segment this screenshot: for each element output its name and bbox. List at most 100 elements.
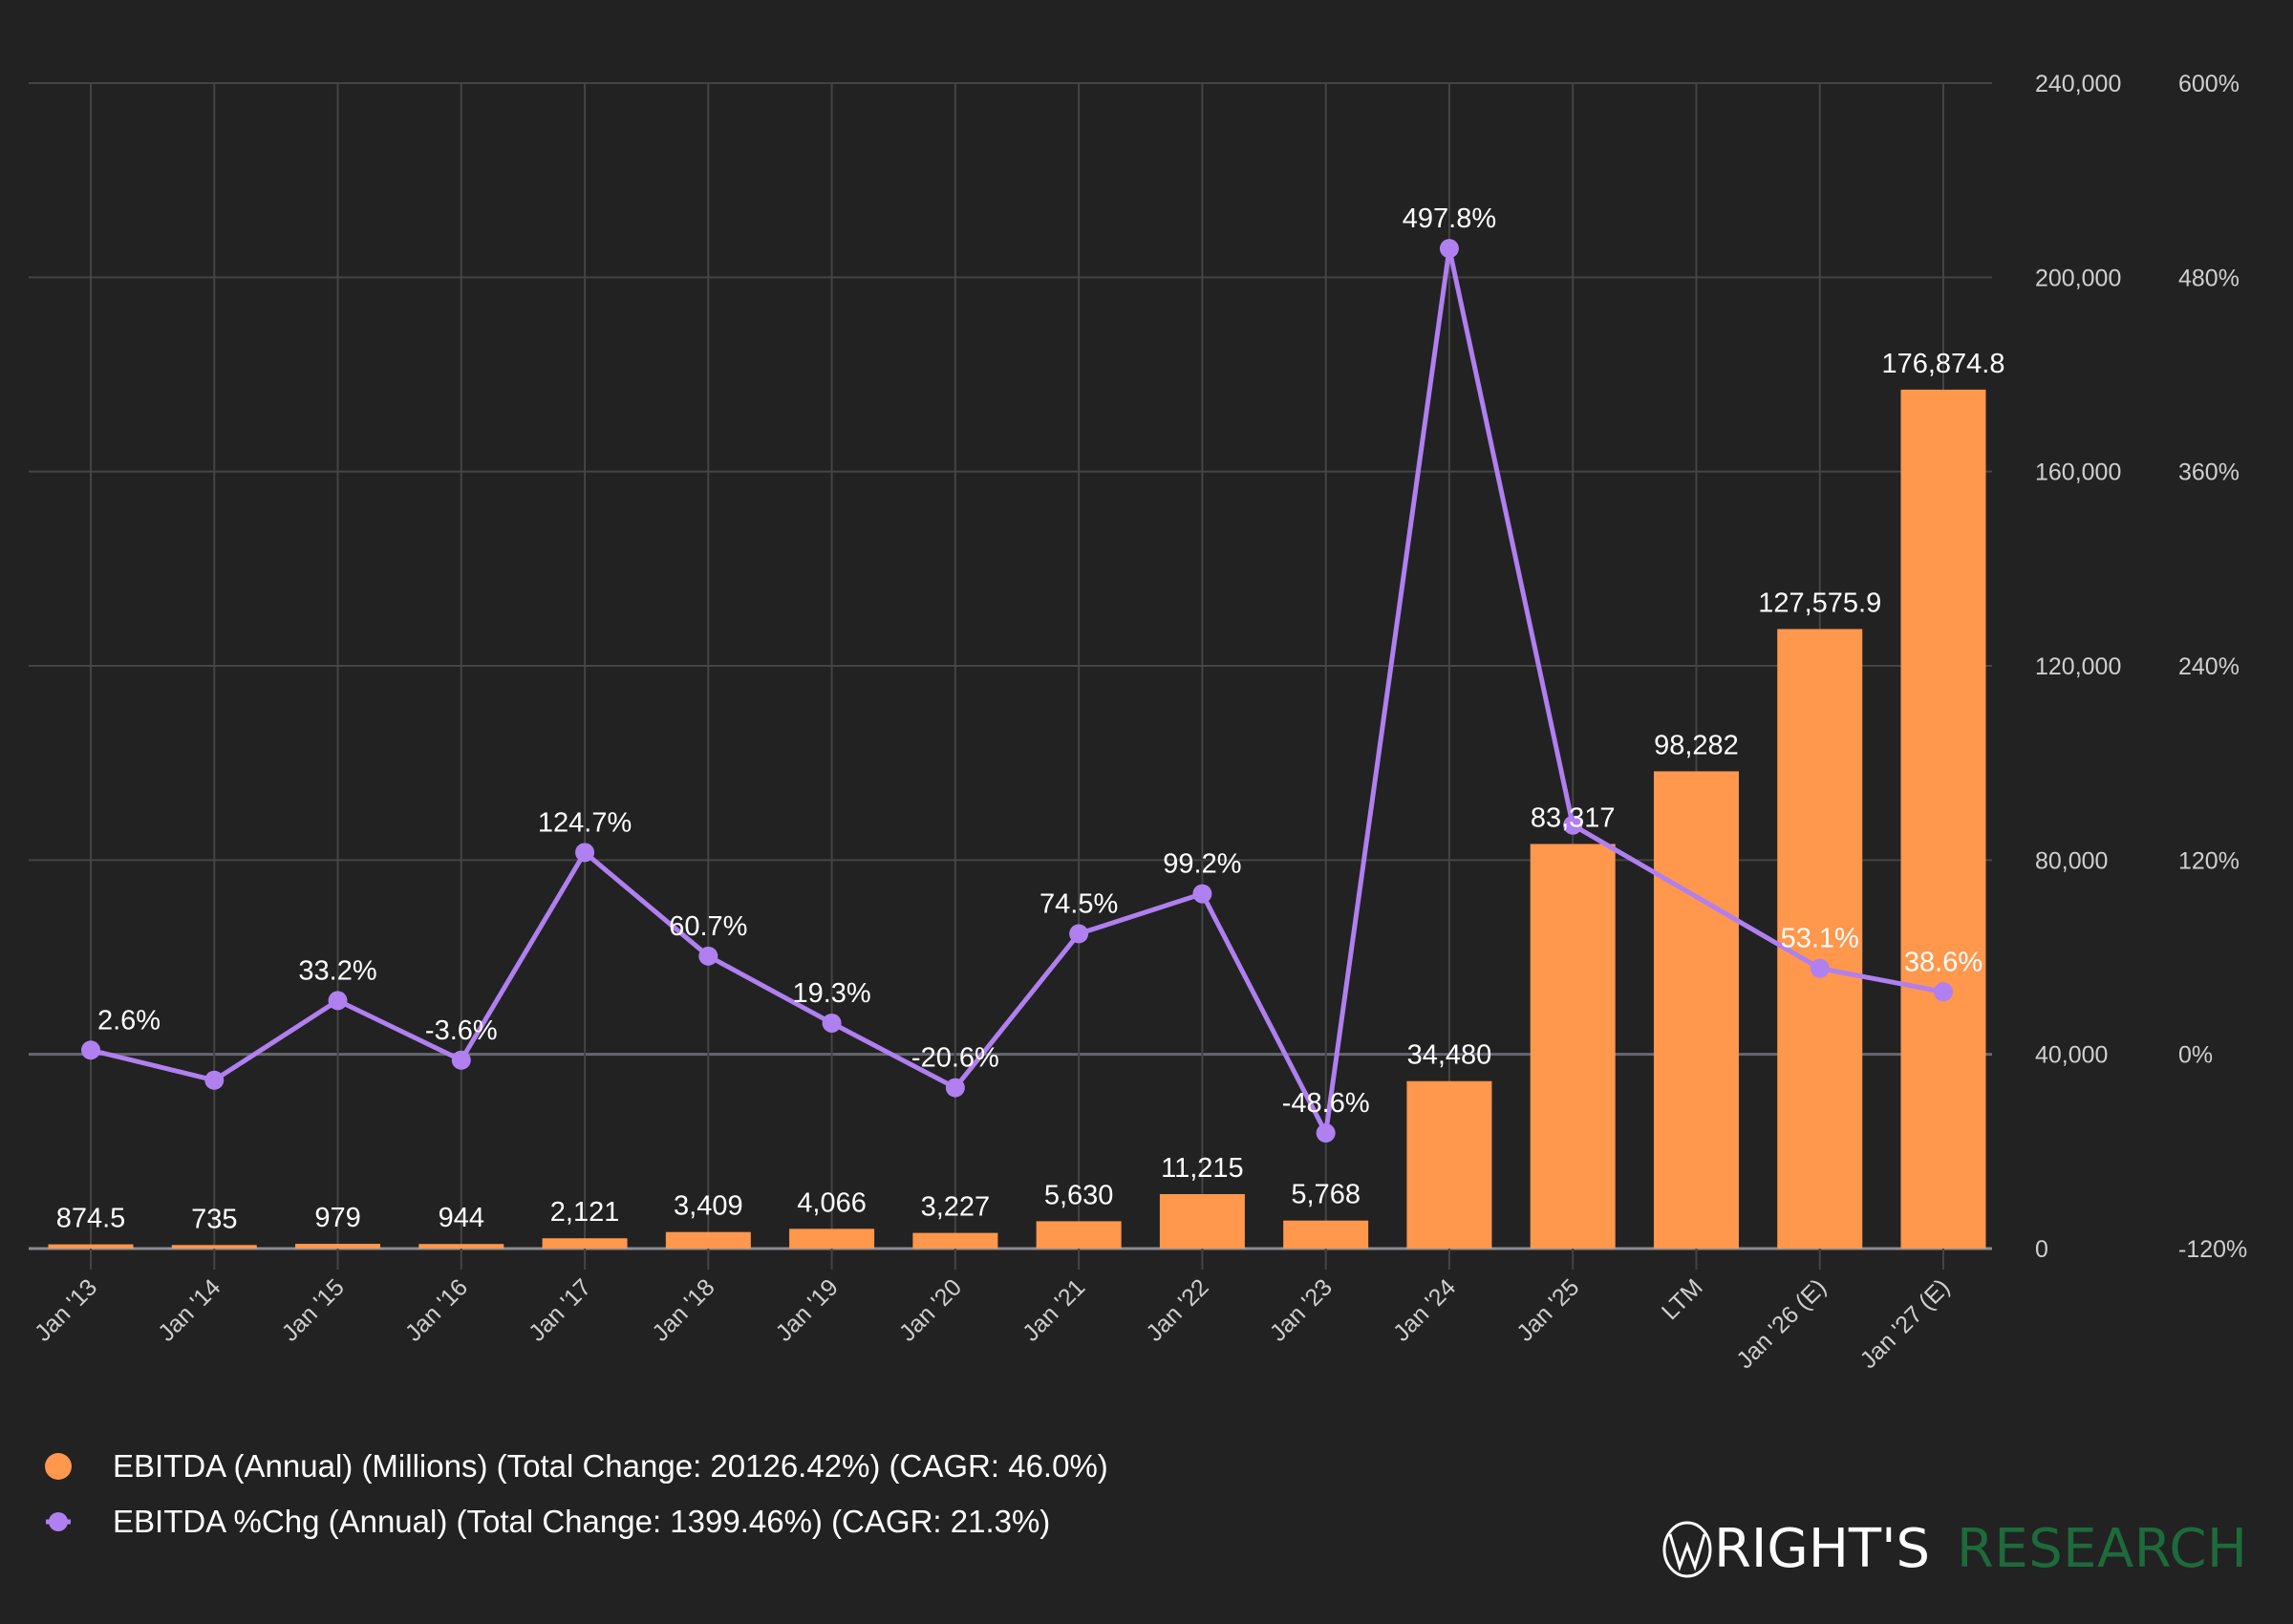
line-point	[81, 1040, 100, 1060]
bar	[1900, 389, 1986, 1249]
x-axis-tick-label: Jan '18	[647, 1273, 719, 1346]
left-axis-tick-label: 40,000	[2035, 1042, 2108, 1069]
bar	[295, 1244, 381, 1249]
x-axis-tick-label: Jan '19	[771, 1273, 844, 1346]
bar	[1283, 1220, 1369, 1249]
line-value-label: 19.3%	[792, 978, 870, 1009]
left-axis-tick-label: 120,000	[2035, 653, 2121, 680]
line-value-label: 60.7%	[669, 911, 747, 942]
wrights-research-logo: RIGHT'S RESEARCH	[1662, 1518, 2247, 1580]
legend-marker-dot-icon	[49, 1512, 68, 1531]
legend: EBITDA (Annual) (Millions) (Total Change…	[45, 1448, 1108, 1539]
line-value-label: 38.6%	[1904, 947, 1982, 977]
line-point	[1810, 958, 1830, 978]
x-axis-tick-label: Jan '15	[277, 1273, 350, 1346]
bar-value-label: 874.5	[56, 1204, 126, 1234]
left-axis-tick-label: 0	[2035, 1236, 2048, 1263]
bar	[542, 1238, 628, 1249]
x-axis-tick-label: Jan '24	[1388, 1273, 1461, 1346]
bar-value-label: 5,768	[1291, 1180, 1361, 1210]
line-point	[204, 1070, 225, 1090]
line-point	[1192, 884, 1212, 904]
bar-value-label: 34,480	[1407, 1040, 1492, 1071]
left-axis-tick-label: 240,000	[2035, 71, 2121, 97]
bar-value-label: 2,121	[550, 1197, 620, 1228]
right-axis-tick-label: 480%	[2178, 265, 2239, 291]
line-series	[81, 239, 1953, 1143]
bar-value-label: 176,874.8	[1881, 349, 2004, 379]
line-value-label: 2.6%	[97, 1005, 161, 1036]
x-axis-tick-label: Jan '25	[1511, 1273, 1584, 1346]
bar-value-label: 5,630	[1044, 1180, 1114, 1210]
logo-text-research: RESEARCH	[1957, 1518, 2247, 1580]
bar	[1777, 629, 1863, 1249]
logo-w-icon	[1662, 1521, 1712, 1578]
legend-item-ebitda[interactable]: EBITDA (Annual) (Millions) (Total Change…	[45, 1448, 1108, 1484]
line-point	[1069, 924, 1089, 944]
legend-label-ebitda: EBITDA (Annual) (Millions) (Total Change…	[113, 1448, 1108, 1484]
bar	[48, 1244, 134, 1249]
legend-marker-bar-icon	[45, 1453, 72, 1480]
right-axis-tick-label: 120%	[2178, 847, 2239, 874]
line-point	[1563, 815, 1583, 835]
bar-value-label: 735	[191, 1204, 237, 1234]
line-point	[1934, 982, 1953, 1002]
bar	[1653, 771, 1739, 1249]
left-axis-tick-label: 200,000	[2035, 265, 2121, 291]
bar-value-label: 979	[314, 1203, 360, 1233]
bar	[1406, 1080, 1492, 1249]
line-point	[451, 1050, 471, 1070]
bar-value-label: 83,317	[1531, 802, 1616, 833]
line-value-label: -48.6%	[1282, 1088, 1370, 1119]
bar	[665, 1231, 751, 1249]
right-axis-tick-label: -120%	[2178, 1236, 2247, 1263]
bar-value-label: 944	[439, 1203, 484, 1233]
bar	[789, 1229, 875, 1249]
left-axis-tick-label: 160,000	[2035, 459, 2121, 486]
x-axis-tick-label: Jan '13	[30, 1273, 102, 1346]
bars	[48, 389, 1986, 1249]
line-point	[1316, 1123, 1336, 1143]
bar	[418, 1244, 504, 1249]
x-axis-tick-label: Jan '20	[894, 1273, 967, 1346]
bar-value-label: 11,215	[1161, 1153, 1244, 1184]
right-axis-tick-label: 360%	[2178, 459, 2239, 486]
bar-value-label: 98,282	[1654, 730, 1739, 760]
line-value-label: -20.6%	[911, 1043, 999, 1074]
bar-value-label: 3,227	[921, 1192, 991, 1223]
line-value-label: -3.6%	[425, 1015, 498, 1046]
line-value-label: 497.8%	[1403, 203, 1496, 234]
line-value-label: 74.5%	[1039, 888, 1118, 919]
right-axis-tick-label: 240%	[2178, 653, 2239, 680]
bar	[171, 1245, 257, 1249]
bar	[912, 1232, 998, 1249]
line-point	[945, 1078, 965, 1098]
bar-value-label: 127,575.9	[1758, 588, 1881, 618]
data-labels: 874.5 735 979 944 2,121 3,409 4,066 3,227 5,630 1…	[56, 203, 2005, 1234]
x-axis-tick-label: Jan '27 (E)	[1855, 1273, 1956, 1374]
bar	[1036, 1221, 1122, 1249]
line-value-label: 124.7%	[538, 807, 632, 838]
line-value-label: 99.2%	[1163, 849, 1241, 880]
line-point	[328, 991, 348, 1011]
line-point	[822, 1013, 842, 1033]
legend-item-ebitda-chg[interactable]: EBITDA %Chg (Annual) (Total Change: 1399…	[46, 1504, 1050, 1539]
bar-value-label: 3,409	[674, 1191, 743, 1222]
x-axis-tick-label: Jan '17	[524, 1273, 596, 1346]
line-value-label: 33.2%	[298, 955, 376, 986]
line-point	[575, 843, 595, 863]
left-axis-tick-label: 80,000	[2035, 847, 2108, 874]
right-axis-tick-label: 600%	[2178, 71, 2239, 97]
logo-text-rights: RIGHT'S	[1714, 1518, 1930, 1580]
x-axis-tick-label: Jan '14	[153, 1273, 225, 1346]
bar	[1159, 1193, 1245, 1249]
line-value-label: 53.1%	[1781, 924, 1859, 954]
right-axis-tick-label: 0%	[2178, 1042, 2213, 1069]
legend-label-ebitda-chg: EBITDA %Chg (Annual) (Total Change: 1399…	[113, 1504, 1050, 1539]
line-point	[698, 946, 718, 966]
bar	[1530, 844, 1616, 1249]
x-axis-tick-label: LTM	[1657, 1273, 1708, 1325]
bar-value-label: 4,066	[797, 1187, 867, 1218]
x-axis-tick-label: Jan '22	[1141, 1273, 1213, 1346]
